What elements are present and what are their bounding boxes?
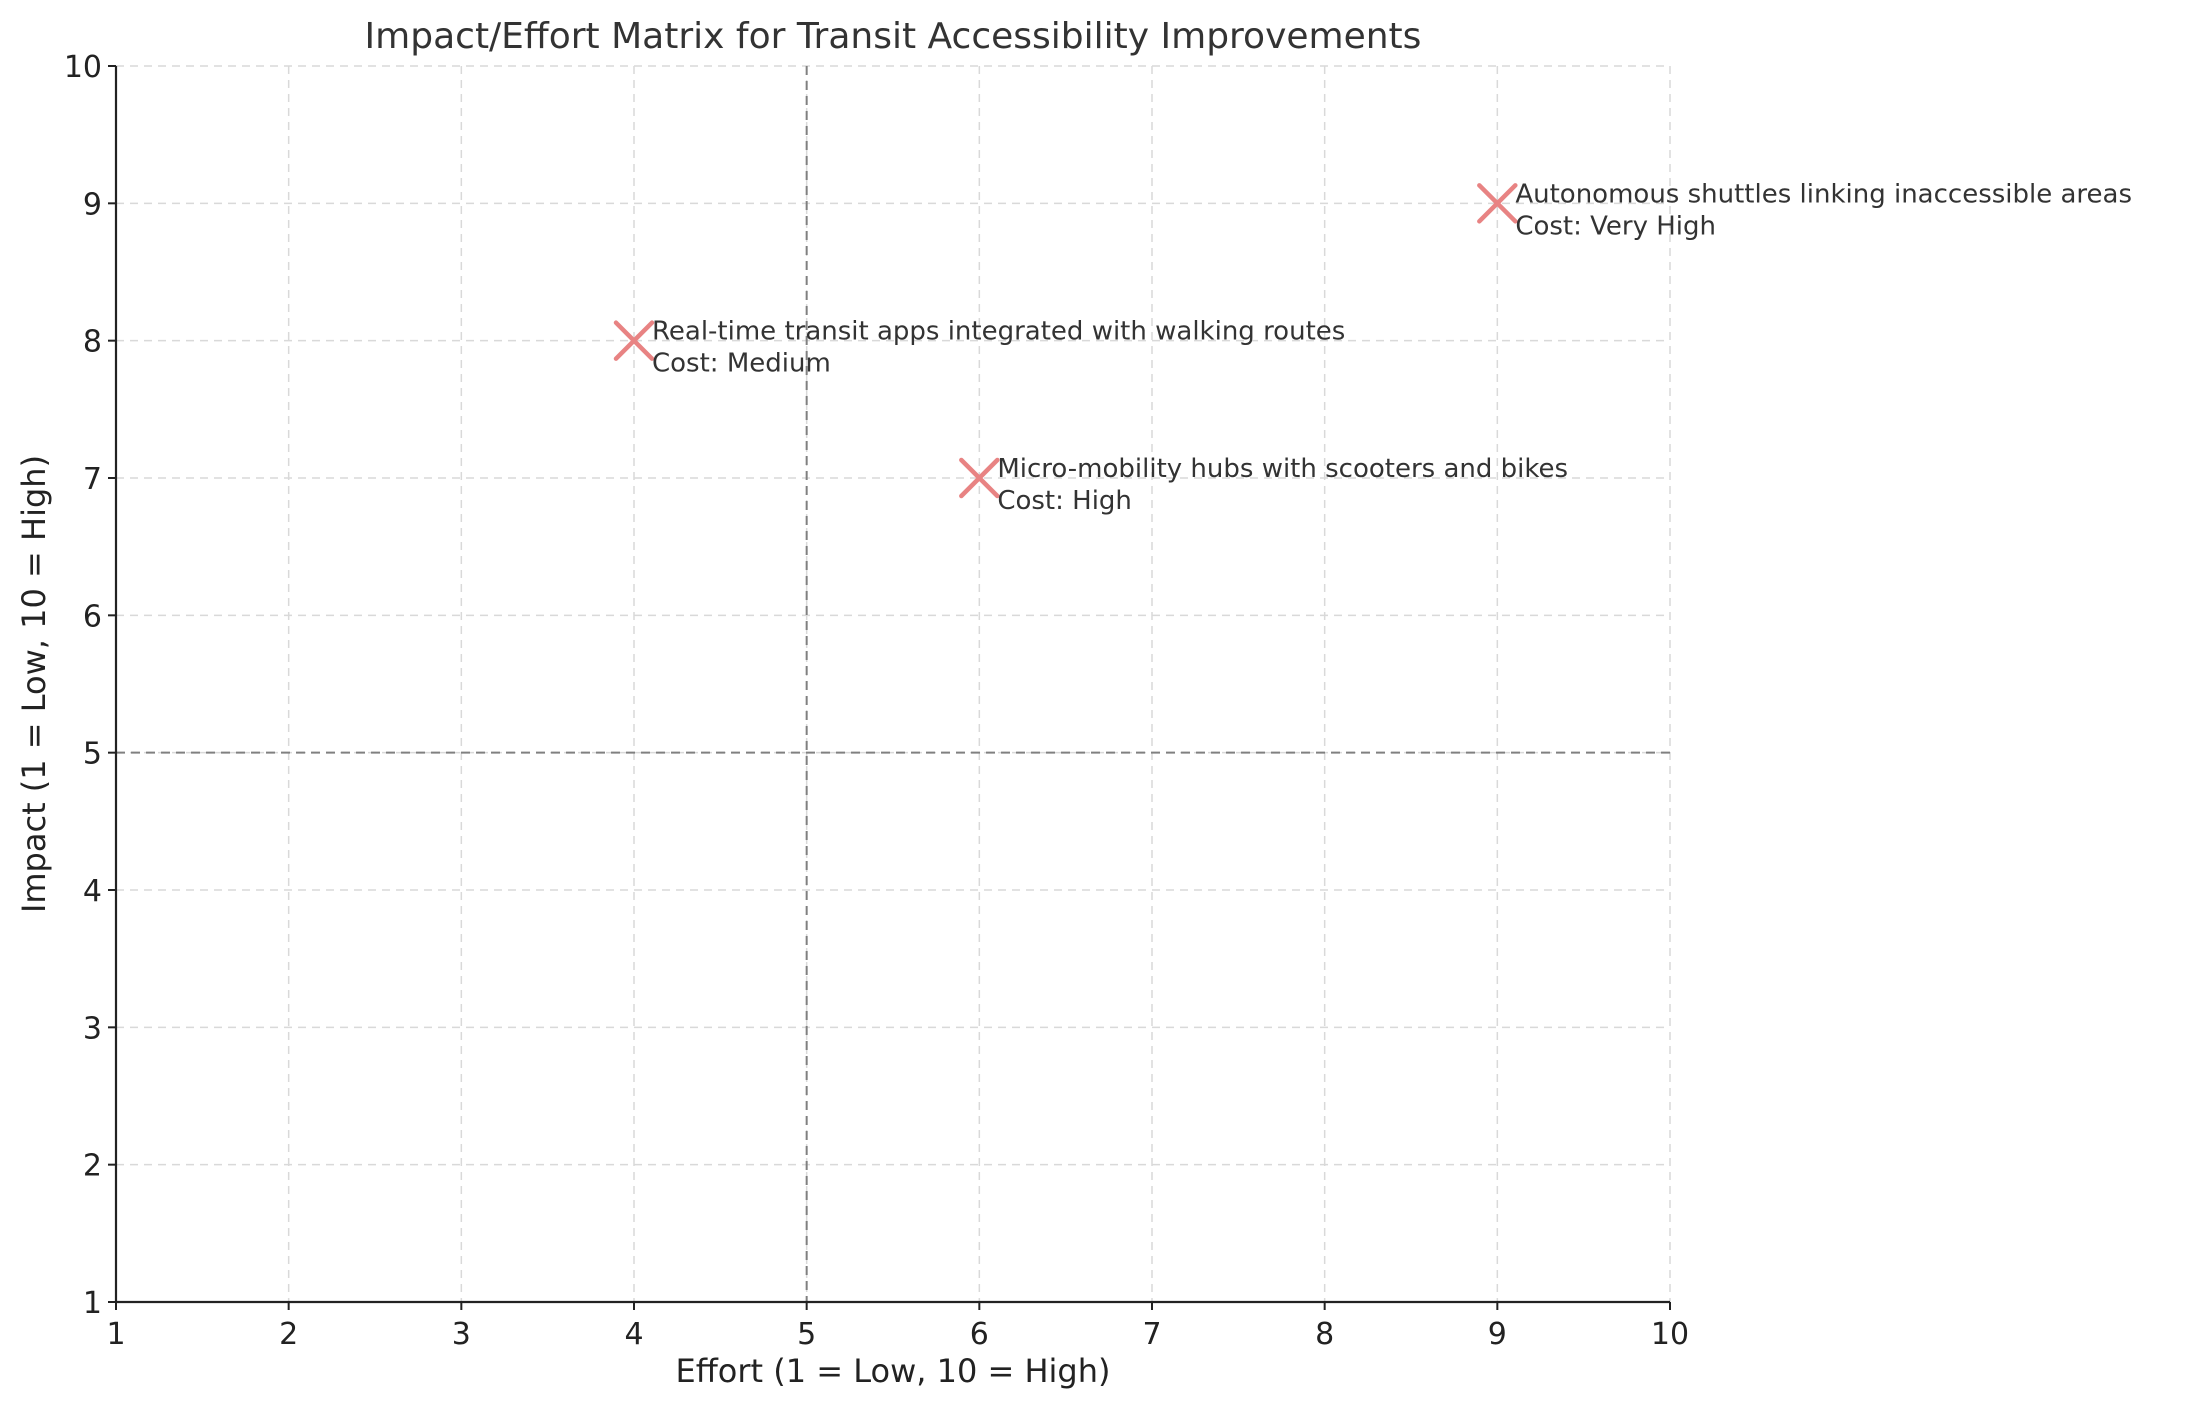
point-cost-label: Cost: Very High: [1515, 211, 1716, 241]
x-axis-label: Effort (1 = Low, 10 = High): [676, 1352, 1111, 1390]
point-label: Micro-mobility hubs with scooters and bi…: [997, 454, 1568, 484]
x-tick-label: 1: [106, 1317, 125, 1352]
y-tick-label: 9: [83, 187, 102, 222]
x-marker-icon: [1477, 183, 1518, 224]
x-tick-label: 6: [970, 1317, 989, 1352]
y-tick-label: 1: [83, 1286, 102, 1321]
y-tick-label: 6: [83, 599, 102, 634]
y-tick-label: 2: [83, 1149, 102, 1184]
y-tick-label: 8: [83, 325, 102, 360]
y-tick-label: 7: [83, 462, 102, 497]
quadrant-threshold-lines: [116, 66, 1670, 1302]
point-annotations: Real-time transit apps integrated with w…: [652, 179, 2132, 516]
x-marker-icon: [959, 457, 1000, 499]
x-tick-label: 5: [797, 1317, 816, 1352]
y-tick-label: 3: [83, 1011, 102, 1046]
x-marker-point: [613, 320, 655, 361]
x-marker-icon: [613, 320, 655, 361]
x-tick-label: 7: [1142, 1317, 1161, 1352]
tick-labels: 1 2 3 4 5 6 7 8 9 10 1 2 3 4 5 6 7 8 9 10: [64, 50, 1689, 1352]
y-axis-label: Impact (1 = Low, 10 = High): [15, 455, 53, 913]
y-tick-label: 5: [83, 737, 102, 772]
x-tick-label: 3: [452, 1317, 471, 1352]
x-tick-label: 2: [279, 1317, 298, 1352]
x-marker-point: [959, 457, 1000, 499]
x-tick-label: 4: [624, 1317, 643, 1352]
x-tick-label: 10: [1651, 1317, 1689, 1352]
y-tick-label: 10: [64, 50, 102, 85]
point-label: Real-time transit apps integrated with w…: [652, 317, 1345, 347]
axes: [108, 65, 1671, 1310]
data-points: [613, 183, 1518, 499]
grid: [115, 65, 1671, 1303]
point-cost-label: Cost: High: [997, 486, 1132, 516]
x-tick-label: 9: [1488, 1317, 1507, 1352]
point-label: Autonomous shuttles linking inaccessible…: [1515, 179, 2132, 209]
point-cost-label: Cost: Medium: [652, 349, 831, 379]
x-tick-label: 8: [1315, 1317, 1334, 1352]
chart-title: Impact/Effort Matrix for Transit Accessi…: [365, 16, 1422, 57]
y-tick-label: 4: [83, 874, 102, 909]
x-marker-point: [1477, 183, 1518, 224]
